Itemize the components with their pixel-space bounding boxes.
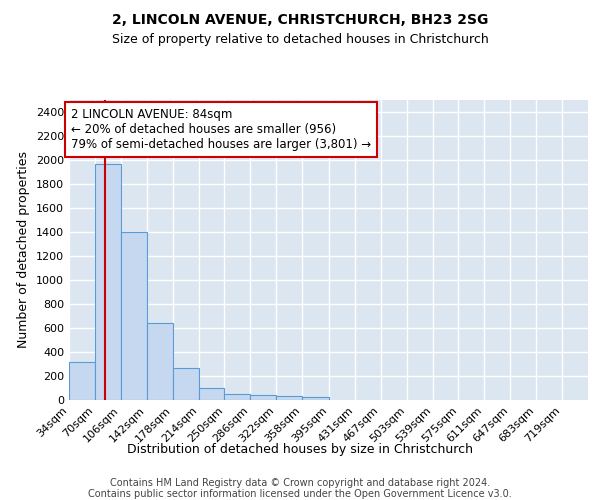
Y-axis label: Number of detached properties: Number of detached properties [17, 152, 31, 348]
Text: Contains public sector information licensed under the Open Government Licence v3: Contains public sector information licen… [88, 489, 512, 499]
Text: Distribution of detached houses by size in Christchurch: Distribution of detached houses by size … [127, 442, 473, 456]
Bar [173, 368, 199, 400]
Bar [277, 396, 302, 400]
Text: Size of property relative to detached houses in Christchurch: Size of property relative to detached ho… [112, 32, 488, 46]
Text: 2 LINCOLN AVENUE: 84sqm
← 20% of detached houses are smaller (956)
79% of semi-d: 2 LINCOLN AVENUE: 84sqm ← 20% of detache… [71, 108, 371, 152]
Text: 2, LINCOLN AVENUE, CHRISTCHURCH, BH23 2SG: 2, LINCOLN AVENUE, CHRISTCHURCH, BH23 2S… [112, 12, 488, 26]
Bar [250, 396, 277, 400]
Bar [302, 398, 329, 400]
Bar [199, 388, 224, 400]
Bar [147, 322, 173, 400]
Bar [224, 394, 250, 400]
Bar [69, 362, 95, 400]
Bar [121, 232, 147, 400]
Bar [95, 164, 121, 400]
Text: Contains HM Land Registry data © Crown copyright and database right 2024.: Contains HM Land Registry data © Crown c… [110, 478, 490, 488]
